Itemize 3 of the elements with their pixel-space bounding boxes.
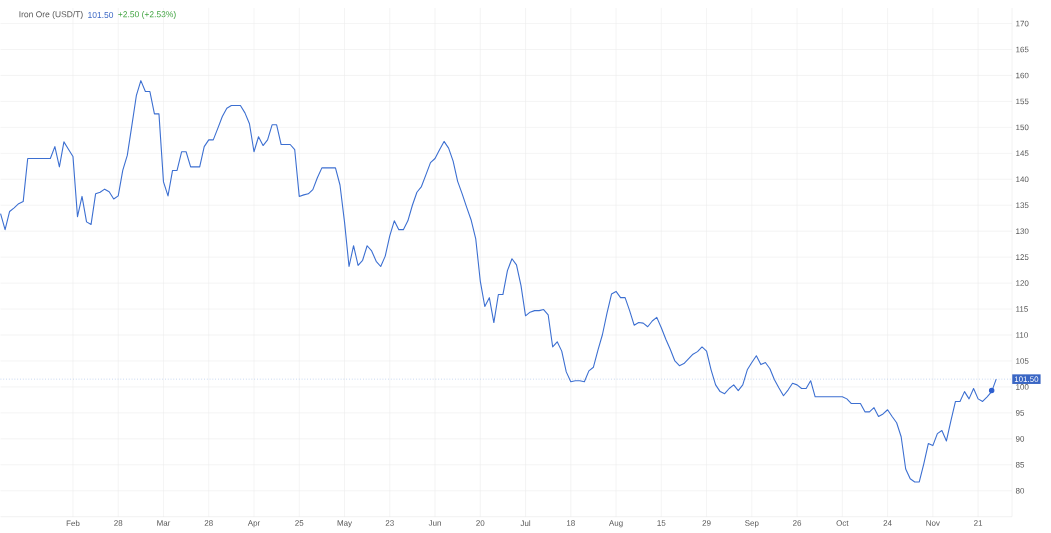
annotation: 101.50: [88, 12, 114, 19]
chart-title: Iron Ore (USD/T): [19, 11, 83, 20]
annotation: +2.50 (+2.53%): [118, 11, 176, 20]
